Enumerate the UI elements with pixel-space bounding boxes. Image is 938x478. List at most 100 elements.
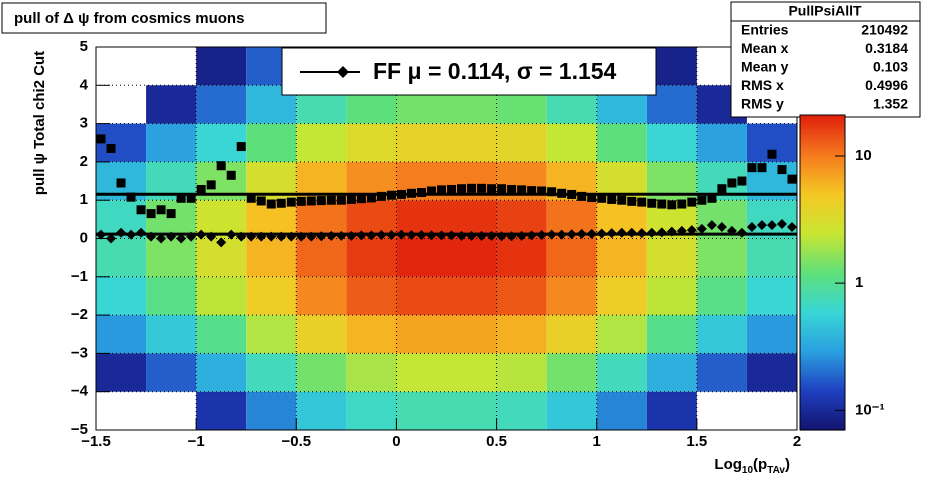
- colorbar-frame: [799, 114, 846, 431]
- profile-point: [757, 163, 767, 173]
- colorbar-step: [800, 372, 845, 376]
- colorbar-step: [800, 325, 845, 329]
- colorbar-step: [800, 330, 845, 334]
- profile-point: [216, 161, 226, 171]
- colorbar-step: [800, 359, 845, 363]
- profile-point: [286, 231, 297, 242]
- profile-point: [787, 174, 797, 184]
- colorbar-step: [800, 233, 845, 237]
- colorbar-step: [800, 214, 845, 218]
- profile-point: [636, 228, 647, 239]
- profile-point: [106, 143, 116, 153]
- profile-point: [576, 228, 587, 239]
- colorbar-step: [800, 414, 845, 418]
- profile-point: [256, 231, 267, 242]
- colorbar-step: [800, 314, 845, 318]
- profile-point: [667, 200, 677, 210]
- colorbar-step: [800, 262, 845, 266]
- colorbar-step: [800, 136, 845, 140]
- profile-point: [756, 220, 767, 231]
- colorbar-step: [800, 267, 845, 271]
- y-tick-label: 2: [80, 153, 88, 170]
- profile-point: [516, 230, 527, 241]
- colorbar-step: [800, 343, 845, 347]
- profile-point: [646, 227, 657, 238]
- profile-point: [266, 231, 277, 242]
- profile-point: [457, 184, 467, 194]
- colorbar-step: [800, 138, 845, 142]
- profile-point: [746, 222, 757, 233]
- profile-point: [376, 191, 386, 201]
- colorbar-step: [800, 209, 845, 213]
- profile-point: [156, 205, 166, 215]
- colorbar-step: [800, 406, 845, 410]
- profile-point: [497, 184, 507, 194]
- colorbar-step: [800, 390, 845, 394]
- profile-point: [637, 197, 647, 207]
- colorbar-step: [800, 304, 845, 308]
- profile-point: [96, 229, 107, 240]
- heatmap-cell: [296, 315, 347, 354]
- colorbar: 10⁻¹ 1 10: [799, 114, 885, 431]
- colorbar-step: [800, 196, 845, 200]
- profile-point: [206, 180, 216, 190]
- profile-point: [316, 196, 326, 206]
- heatmap-cell: [646, 353, 697, 392]
- heatmap-cell: [496, 391, 547, 430]
- z-tick-label: 10: [855, 147, 872, 164]
- profile-point: [376, 230, 387, 241]
- heatmap-cell: [296, 123, 347, 162]
- plot-frame: [95, 46, 798, 431]
- profile-point: [116, 178, 126, 188]
- colorbar-step: [800, 178, 845, 182]
- profile-point: [556, 229, 567, 240]
- colorbar-step: [800, 120, 845, 124]
- colorbar-step: [800, 151, 845, 155]
- profile-point: [606, 228, 617, 239]
- profile-point: [336, 195, 346, 205]
- profile-point: [386, 190, 396, 200]
- colorbar-step: [800, 128, 845, 132]
- colorbar-step: [800, 164, 845, 169]
- heatmap-cell: [146, 238, 197, 277]
- colorbar-step: [800, 427, 845, 431]
- colorbar-step: [800, 296, 845, 300]
- y-tick-label: −4: [71, 383, 89, 400]
- profile-point: [186, 193, 196, 203]
- stats-value: 0.103: [873, 59, 908, 75]
- profile-point: [406, 230, 417, 241]
- stats-value: 0.3184: [865, 40, 908, 56]
- profile-point: [106, 233, 117, 244]
- profile-point: [567, 189, 577, 199]
- colorbar-step: [800, 222, 845, 226]
- colorbar-step: [800, 227, 845, 232]
- colorbar-step: [800, 225, 845, 229]
- heatmap-cell: [546, 315, 597, 354]
- heatmap-cell: [746, 276, 797, 316]
- colorbar-step: [800, 411, 845, 415]
- colorbar-step: [800, 409, 845, 413]
- colorbar-step: [800, 125, 845, 129]
- profile-point: [386, 230, 397, 241]
- profile-point: [326, 230, 337, 241]
- profile-point: [486, 230, 497, 241]
- heatmap-cell: [146, 276, 197, 316]
- colorbar-step: [800, 180, 845, 184]
- profile-point: [617, 195, 627, 205]
- colorbar-step: [800, 277, 845, 281]
- colorbar-step: [800, 346, 845, 350]
- x-tick-label: 0.5: [486, 433, 507, 450]
- profile-point: [777, 165, 787, 175]
- profile-point: [496, 231, 507, 242]
- colorbar-step: [800, 311, 845, 316]
- stats-value: 210492: [861, 22, 908, 38]
- x-tick-label: −0.5: [281, 433, 311, 450]
- colorbar-step: [800, 235, 845, 239]
- profile-point: [747, 163, 757, 173]
- heatmap-cell: [496, 123, 547, 162]
- profile-point: [687, 197, 697, 207]
- stats-label: Mean y: [741, 59, 789, 75]
- profile-point: [346, 194, 356, 204]
- profile-point: [316, 231, 327, 242]
- overlay: [95, 46, 798, 431]
